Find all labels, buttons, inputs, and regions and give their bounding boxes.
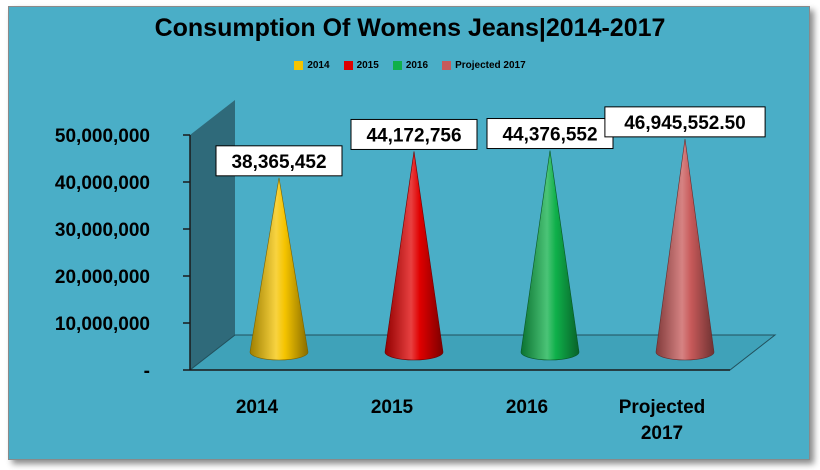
data-label-2016: 44,376,552 [486, 118, 614, 150]
x-tick-label-2015-line1: 2015 [370, 397, 414, 418]
data-label-box [486, 118, 614, 150]
cone-projected-2017 [655, 138, 715, 361]
legend-item-2015: 2015 [343, 60, 379, 71]
x-tick-label-2014: 2014 [187, 395, 327, 421]
y-tick-label: - [144, 361, 150, 382]
data-label-2015: 44,172,756 [350, 118, 478, 150]
back-wall [190, 100, 235, 370]
data-label-text: 44,172,756 [366, 125, 461, 146]
legend-swatch-2016 [392, 61, 402, 70]
y-tick-label: 40,000,000 [55, 173, 150, 194]
data-labels: 38,365,452 44,172,756 44,376,552 46,945,552… [215, 106, 766, 177]
y-tick-label: 10,000,000 [55, 314, 150, 335]
data-label-box [215, 145, 343, 177]
y-tick-label: 30,000,000 [55, 220, 150, 241]
legend-swatch-2015 [343, 61, 353, 70]
legend-swatch-2014 [294, 61, 304, 70]
x-tick-label-projected-2017-line2: 2017 [640, 423, 684, 444]
legend-label-2015: 2015 [356, 60, 379, 71]
x-tick-label-2015: 2015 [322, 395, 462, 421]
legend: 2014 2015 2016 Projected 2017 [0, 60, 820, 71]
legend-swatch-projected-2017 [442, 61, 452, 70]
legend-item-2016: 2016 [392, 60, 429, 71]
data-label-text: 46,945,552.50 [624, 113, 746, 134]
x-tick-label-projected-2017: Projected 2017 [592, 395, 732, 447]
x-tick-label-2014-line1: 2014 [235, 397, 279, 418]
legend-label-2016: 2016 [405, 60, 429, 71]
x-tick-label-2016: 2016 [457, 395, 597, 421]
y-tick-label: 50,000,000 [55, 126, 150, 147]
legend-label-projected-2017: Projected 2017 [455, 60, 526, 71]
cone-2015 [384, 151, 444, 361]
data-label-text: 44,376,552 [502, 125, 597, 146]
legend-item-2014: 2014 [294, 60, 330, 71]
cone-2016 [520, 150, 580, 361]
legend-item-projected-2017: Projected 2017 [442, 60, 526, 71]
legend-label-2014: 2014 [307, 60, 330, 71]
data-label-2014: 38,365,452 [215, 145, 343, 177]
x-tick-label-projected-2017-line1: Projected [618, 397, 706, 418]
y-tick-label: 20,000,000 [55, 267, 150, 288]
chart-title: Consumption Of Womens Jeans|2014-2017 [154, 14, 666, 42]
cones [249, 138, 715, 361]
x-tick-label-2016-line1: 2016 [505, 397, 549, 418]
data-label-projected-2017: 46,945,552.50 [604, 106, 766, 138]
data-label-box [604, 106, 766, 138]
cone-2014 [249, 177, 309, 361]
data-label-box [350, 118, 478, 150]
data-label-text: 38,365,452 [231, 152, 326, 173]
y-axis-ticks: - 10,000,000 20,000,000 30,000,000 40,000,00… [55, 126, 190, 382]
